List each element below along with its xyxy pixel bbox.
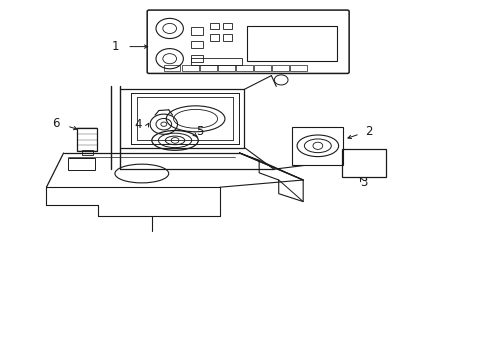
Bar bbox=[246, 26, 337, 61]
Bar bbox=[190, 27, 203, 35]
Text: 1: 1 bbox=[112, 40, 120, 53]
Text: 3: 3 bbox=[360, 176, 367, 189]
Text: 6: 6 bbox=[52, 117, 60, 130]
Bar bbox=[218, 65, 234, 71]
Bar bbox=[68, 158, 95, 170]
Bar bbox=[236, 65, 252, 71]
Bar bbox=[190, 58, 242, 65]
Bar bbox=[210, 34, 219, 41]
Bar bbox=[210, 23, 219, 29]
Bar bbox=[77, 128, 97, 151]
Bar bbox=[223, 34, 231, 41]
Bar bbox=[190, 55, 203, 62]
Bar bbox=[190, 41, 203, 48]
Bar bbox=[82, 150, 93, 155]
Bar bbox=[182, 65, 198, 71]
Bar bbox=[223, 23, 231, 29]
Bar bbox=[272, 65, 288, 71]
Text: 4: 4 bbox=[134, 118, 142, 131]
Bar bbox=[200, 65, 216, 71]
Text: 2: 2 bbox=[365, 125, 372, 138]
Bar bbox=[254, 65, 270, 71]
Bar bbox=[163, 65, 180, 71]
Text: 5: 5 bbox=[195, 125, 203, 138]
Bar bbox=[290, 65, 306, 71]
Bar bbox=[292, 127, 343, 165]
Bar bbox=[342, 149, 386, 177]
